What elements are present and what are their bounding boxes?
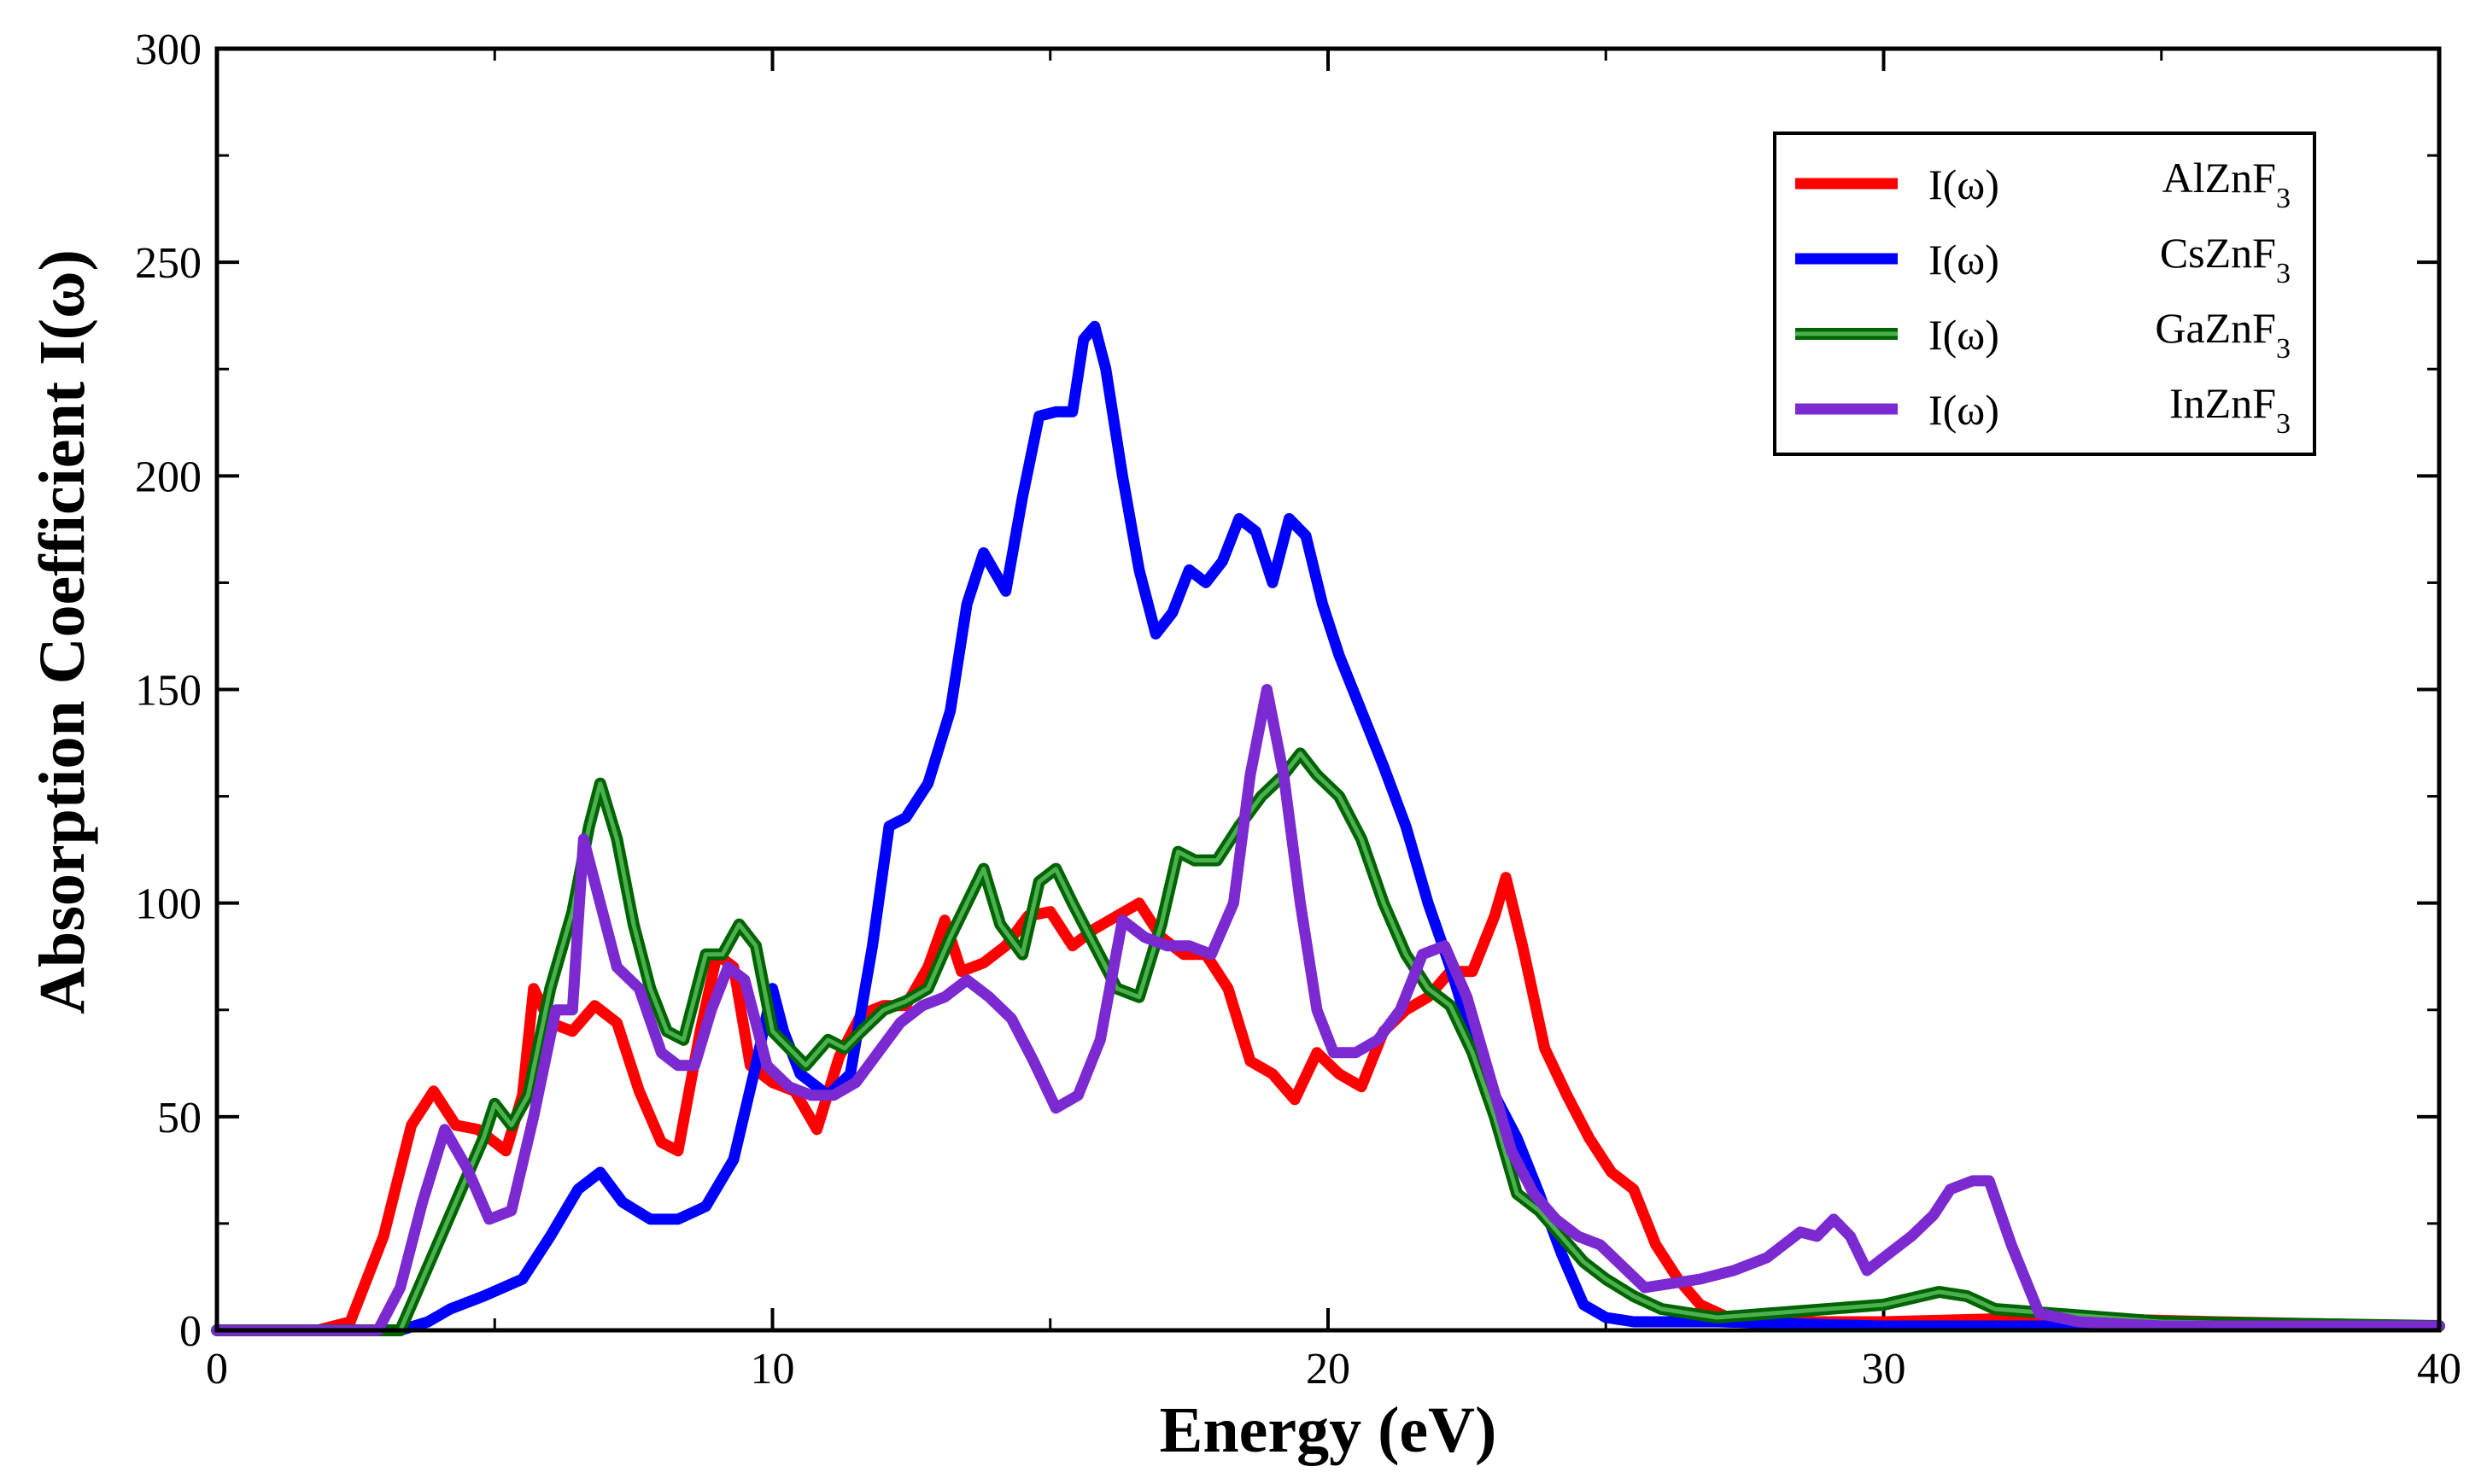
plot-frame <box>214 46 2442 1333</box>
legend-prefix: I(ω) <box>1928 311 1999 359</box>
legend-prefix: I(ω) <box>1928 236 1999 283</box>
x-tick-label: 30 <box>1862 1345 1906 1393</box>
y-tick-label: 300 <box>135 26 202 74</box>
y-tick-label: 200 <box>135 453 202 501</box>
x-tick-label: 0 <box>206 1345 228 1393</box>
legend-prefix: I(ω) <box>1928 161 1999 208</box>
legend-prefix: I(ω) <box>1928 386 1999 434</box>
legend-entry-CsZnF3: I(ω) CsZnF3 <box>1795 229 2291 289</box>
y-tick-label: 50 <box>157 1094 202 1142</box>
legend-entry-InZnF3: I(ω) InZnF3 <box>1795 379 2291 440</box>
series-line-InZnF3 <box>211 684 2445 1336</box>
y-tick-label: 100 <box>135 880 202 929</box>
x-tick-label: 40 <box>2417 1345 2461 1393</box>
tick-labels: 0 10 20 30 40 0 50 100 150 200 250 300 <box>135 26 2461 1393</box>
y-axis-title: Absorption Coefficient I(ω) <box>26 249 98 1014</box>
x-tick-label: 10 <box>751 1345 795 1393</box>
x-tick-label: 20 <box>1306 1345 1350 1393</box>
series-line-AlZnF3 <box>211 872 2445 1336</box>
series-line-GaZnF3 <box>214 751 2442 1333</box>
y-tick-label: 150 <box>135 667 202 716</box>
legend-label: InZnF3 <box>2169 379 2291 440</box>
y-tick-label: 0 <box>179 1307 202 1356</box>
legend-label: AlZnF3 <box>2162 154 2291 214</box>
y-tick-label: 250 <box>135 239 202 288</box>
series-layer <box>211 320 2445 1336</box>
legend-entry-AlZnF3: I(ω) AlZnF3 <box>1795 154 2291 214</box>
legend-label: GaZnF3 <box>2155 304 2291 365</box>
x-axis-title: Energy (eV) <box>1160 1394 1497 1466</box>
legend-label: CsZnF3 <box>2160 229 2291 289</box>
legend-entry-GaZnF3: I(ω) GaZnF3 <box>1795 304 2291 365</box>
legend: I(ω) AlZnF3 I(ω) CsZnF3 I(ω) GaZnF3 I(ω) InZnF3 <box>1773 131 2316 456</box>
